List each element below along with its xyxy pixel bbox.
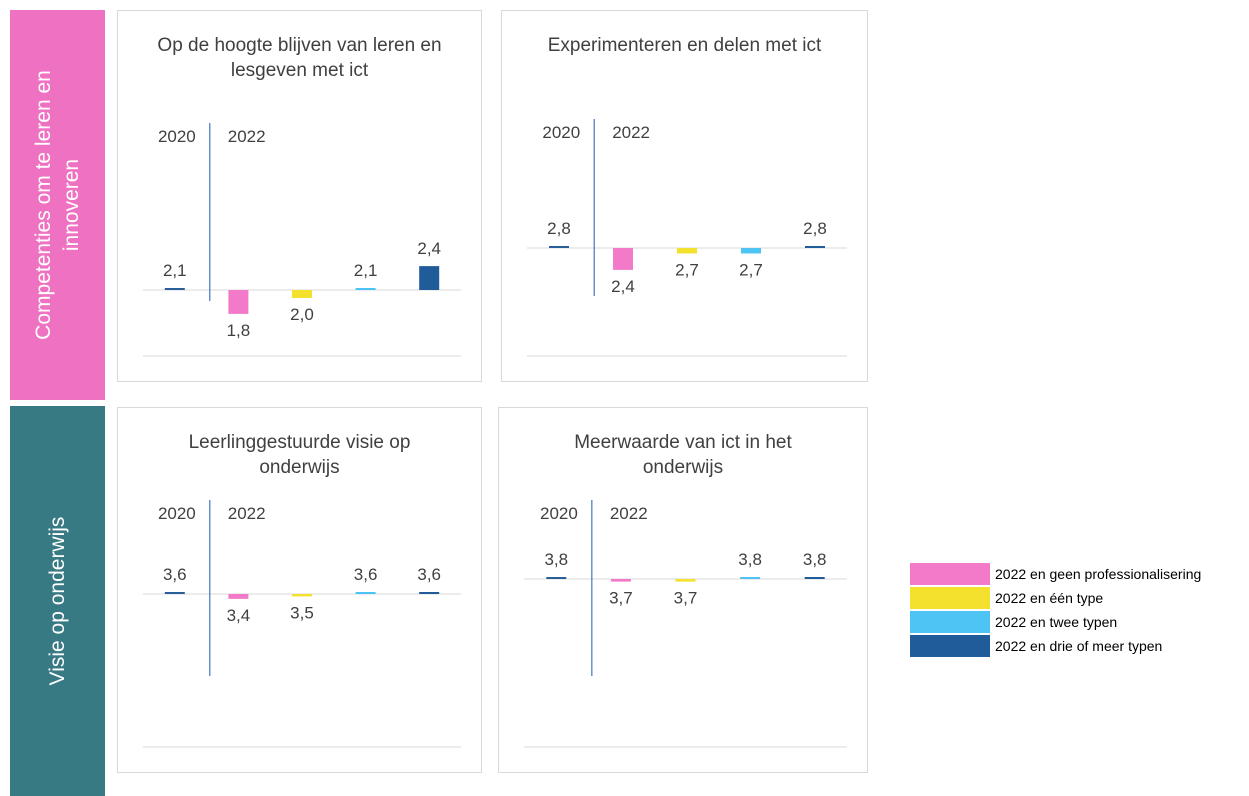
legend-label: 2022 en geen professionalisering — [995, 566, 1202, 582]
chart-panel: Meerwaarde van ict in het onderwijs 2020 2… — [498, 407, 868, 773]
value-label: 1,8 — [227, 321, 251, 340]
value-label: 3,6 — [417, 565, 441, 584]
bar — [546, 577, 567, 579]
value-label: 3,4 — [227, 606, 251, 625]
value-label: 2,8 — [547, 219, 571, 238]
plot: 2020 2022 3,8 3,7 3,7 3,8 3,8 — [524, 500, 847, 748]
bar — [164, 288, 185, 290]
bar — [741, 248, 761, 254]
bar — [804, 577, 825, 579]
bar — [355, 592, 376, 594]
value-label: 3,6 — [354, 565, 378, 584]
value-label: 3,6 — [163, 565, 187, 584]
value-label: 3,8 — [803, 550, 827, 569]
chart-title: Meerwaarde van ict in het onderwijs — [574, 432, 792, 478]
group-label: 2020 — [540, 504, 578, 523]
value-label: 2,7 — [739, 260, 763, 279]
legend-entry: 2022 en drie of meer typen — [910, 634, 1201, 658]
value-label: 3,7 — [609, 589, 633, 608]
group-label: 2022 — [228, 127, 266, 146]
row-band: Competenties om te leren en innoveren — [10, 10, 105, 400]
bar — [228, 594, 249, 599]
bar — [228, 290, 249, 314]
bar — [677, 248, 697, 254]
legend-label: 2022 en drie of meer typen — [995, 638, 1163, 654]
bar — [613, 248, 633, 270]
plot: 2020 2022 2,8 2,4 2,7 2,7 2,8 — [527, 119, 847, 357]
group-label: 2022 — [610, 504, 648, 523]
value-label: 2,4 — [611, 277, 635, 296]
legend-swatch — [910, 587, 990, 609]
legend-label: 2022 en twee typen — [995, 614, 1118, 630]
chart-title: Experimenteren en delen met ict — [547, 35, 822, 56]
value-label: 2,4 — [417, 239, 441, 258]
bar — [610, 579, 631, 582]
plot: 2020 2022 2,1 1,8 2,0 2,1 2,4 — [143, 123, 461, 357]
bar — [419, 592, 440, 594]
value-label: 3,5 — [290, 603, 314, 622]
group-label: 2020 — [158, 127, 196, 146]
value-label: 2,8 — [803, 219, 827, 238]
bar — [164, 592, 185, 594]
legend-label: 2022 en één type — [995, 590, 1104, 606]
value-label: 2,1 — [354, 261, 378, 280]
value-label: 3,7 — [674, 589, 698, 608]
chart-title: Leerlinggestuurde visie op onderwijs — [188, 432, 411, 478]
legend-swatch — [910, 563, 990, 585]
row-label: Competenties om te leren en innoveren — [31, 70, 83, 340]
bar — [740, 577, 761, 579]
legend-swatch — [910, 635, 990, 657]
legend-entry: 2022 en twee typen — [910, 610, 1201, 634]
group-label: 2020 — [158, 504, 196, 523]
legend: 2022 en geen professionalisering 2022 en … — [910, 562, 1201, 658]
chart-panel: Op de hoogte blijven van leren en lesgev… — [117, 10, 482, 382]
group-label: 2022 — [612, 123, 650, 142]
bar — [675, 579, 696, 582]
plot: 2020 2022 3,6 3,4 3,5 3,6 3,6 — [143, 500, 461, 748]
row-band: Visie op onderwijs — [10, 406, 105, 796]
value-label: 2,1 — [163, 261, 187, 280]
group-label: 2020 — [542, 123, 580, 142]
group-label: 2022 — [228, 504, 266, 523]
row-label: Visie op onderwijs — [45, 516, 69, 686]
chart-panel: Experimenteren en delen met ict 2020 2022 2… — [501, 10, 868, 382]
value-label: 3,8 — [738, 550, 762, 569]
bar — [805, 246, 825, 248]
legend-entry: 2022 en geen professionalisering — [910, 562, 1201, 586]
bar — [419, 266, 440, 290]
bar — [549, 246, 569, 248]
bar — [292, 290, 312, 298]
bar — [292, 594, 312, 597]
bar — [355, 288, 376, 290]
value-label: 3,8 — [544, 550, 568, 569]
legend-entry: 2022 en één type — [910, 586, 1201, 610]
chart-panel: Leerlinggestuurde visie op onderwijs 2020… — [117, 407, 482, 773]
chart-title: Op de hoogte blijven van leren en lesgev… — [157, 35, 442, 81]
value-label: 2,0 — [290, 305, 314, 324]
legend-swatch — [910, 611, 990, 633]
value-label: 2,7 — [675, 260, 699, 279]
